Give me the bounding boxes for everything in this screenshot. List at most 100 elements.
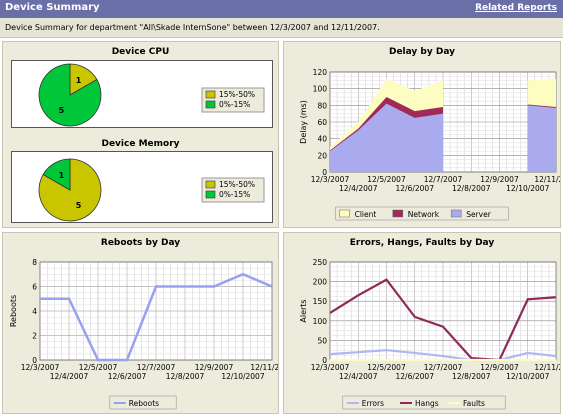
memory-pie-chart: 5 1 15%-50%0%-15%: [38, 158, 265, 222]
reboots-y-tick: 2: [32, 332, 37, 341]
errors-y-tick: 250: [313, 258, 328, 267]
memory-slice: [42, 158, 71, 191]
delay-panel: Delay by Day 0 20 40 60 80 100 120 12/3/2007 12/…: [283, 41, 561, 228]
reboots-series-line: [40, 272, 273, 362]
memory-legend-swatch: [205, 180, 216, 189]
cpu-legend-swatch: [205, 100, 216, 109]
errors-x-tick: 12/4/2007: [339, 372, 378, 381]
memory-legend-label: 15%-50%: [219, 180, 255, 189]
errors-x-tick: 12/11/2007: [534, 363, 560, 372]
errors-title: Errors, Hangs, Faults by Day: [349, 238, 495, 248]
reboots-y-tick: 0: [32, 356, 37, 365]
delay-x-tick: 12/5/2007: [367, 175, 406, 184]
related-reports-link[interactable]: Related Reports: [475, 3, 557, 13]
delay-title: Delay by Day: [388, 47, 456, 57]
delay-y-label: Delay (ms): [299, 100, 308, 144]
delay-x-tick: 12/8/2007: [452, 184, 491, 193]
memory-title: Device Memory: [101, 139, 180, 149]
delay-x-tick: 12/3/2007: [311, 175, 350, 184]
reboots-title: Reboots by Day: [100, 238, 181, 248]
errors-y-tick: 50: [317, 336, 327, 345]
delay-x-tick: 12/6/2007: [396, 184, 435, 193]
delay-x-tick: 12/7/2007: [424, 175, 463, 184]
errors-x-tick: 12/7/2007: [424, 363, 463, 372]
cpu-chart-box: 1 5 15%-50% 0%-15%: [11, 60, 273, 128]
errors-legend-label: Errors: [362, 399, 384, 408]
device-panel: Device CPU 1 5 15%-50% 0%-15% Device Memory…: [2, 41, 279, 228]
delay-legend-swatch: [450, 209, 462, 218]
errors-x-tick: 12/3/2007: [311, 363, 350, 372]
header-bar: Device Summary Related Reports: [0, 0, 563, 18]
reboots-x-tick: 12/4/2007: [50, 372, 89, 381]
errors-x-tick: 12/10/2007: [506, 372, 549, 381]
delay-y-tick: 20: [317, 151, 327, 160]
errors-chart: 0 50 100 150 200 250 12/3/200712/4/200712/5/20…: [299, 258, 560, 410]
errors-y-label: Alerts: [299, 299, 308, 322]
cpu-slice: [38, 63, 102, 127]
cpu-slice-label: 5: [59, 106, 65, 115]
reboots-x-tick: 12/7/2007: [137, 363, 176, 372]
delay-y-tick: 120: [313, 68, 328, 77]
delay-y-tick: 80: [317, 101, 327, 110]
delay-y-tick: 60: [317, 118, 327, 127]
reboots-legend-label: Reboots: [129, 399, 159, 408]
cpu-legend-label: 15%-50%: [219, 90, 255, 99]
delay-y-tick: 0: [322, 168, 327, 177]
delay-chart: 0 20 40 60 80 100 120 12/3/200712/4/200712/5/20…: [299, 68, 560, 221]
reboots-x-tick: 12/5/2007: [79, 363, 118, 372]
subtitle-bar: Device Summary for department "All\Skade…: [0, 18, 563, 38]
cpu-title: Device CPU: [111, 47, 170, 57]
errors-legend-box: [342, 395, 506, 410]
reboots-x-tick: 12/3/2007: [21, 363, 60, 372]
errors-y-tick: 100: [313, 317, 328, 326]
errors-y-tick: 200: [313, 278, 328, 287]
delay-legend-label: Network: [408, 210, 440, 219]
delay-y-tick: 100: [313, 85, 328, 94]
reboots-x-tick: 12/10/2007: [221, 372, 264, 381]
errors-x-tick: 12/5/2007: [367, 363, 406, 372]
errors-x-tick: 12/9/2007: [480, 363, 519, 372]
errors-x-tick: 12/6/2007: [396, 372, 435, 381]
delay-area-server: [527, 105, 556, 172]
report-description: Device Summary for department "All\Skade…: [5, 23, 380, 32]
delay-legend-label: Client: [355, 210, 377, 219]
delay-legend-swatch: [392, 209, 404, 218]
reboots-x-tick: 12/9/2007: [195, 363, 234, 372]
cpu-legend-label: 0%-15%: [219, 100, 250, 109]
errors-legend-label: Faults: [463, 399, 485, 408]
reboots-y-tick: 6: [32, 283, 37, 292]
delay-legend-swatch: [339, 209, 350, 218]
reboots-x-tick: 12/6/2007: [108, 372, 147, 381]
reboots-panel: Reboots by Day 0 2 4 6 8 12/3/2007 12/4/2007 12…: [2, 232, 279, 414]
errors-panel: Errors, Hangs, Faults by Day 0 50 100 150 20…: [283, 232, 561, 414]
reboots-chart: 0 2 4 6 8 12/3/200712/4/200712/5/200712/6/200…: [9, 258, 278, 410]
delay-x-tick: 12/10/2007: [506, 184, 549, 193]
reboots-y-label: Reboots: [9, 295, 18, 327]
delay-x-tick: 12/9/2007: [480, 175, 519, 184]
memory-chart-box: 5 1 15%-50% 0%-15%: [11, 151, 273, 223]
hangs-series-line: [329, 278, 557, 362]
errors-legend-label: Hangs: [415, 399, 439, 408]
delay-y-tick: 40: [317, 135, 327, 144]
errors-x-tick: 12/8/2007: [452, 372, 491, 381]
reboots-legend-box: [109, 395, 177, 410]
delay-legend-label: Server: [466, 210, 492, 219]
cpu-pie-chart: 1 5 15%-50%0%-15%: [38, 63, 265, 127]
errors-y-tick: 0: [322, 356, 327, 365]
reboots-y-tick: 4: [32, 307, 37, 316]
memory-legend-label: 0%-15%: [219, 190, 250, 199]
errors-y-tick: 150: [313, 297, 328, 306]
cpu-slice-label: 1: [76, 76, 82, 85]
reboots-x-tick: 12/8/2007: [166, 372, 205, 381]
cpu-legend-swatch: [205, 90, 216, 99]
reboots-y-tick: 8: [32, 258, 37, 267]
delay-x-tick: 12/4/2007: [339, 184, 378, 193]
delay-area-server: [330, 103, 443, 172]
delay-legend-box: [335, 206, 509, 221]
errors-series-line: [329, 349, 557, 362]
memory-slice-label: 1: [59, 171, 65, 180]
delay-x-tick: 12/11/2007: [534, 175, 560, 184]
memory-slice-label: 5: [76, 201, 82, 210]
reboots-x-tick: 12/11/2007: [250, 363, 278, 372]
memory-legend-swatch: [205, 190, 216, 199]
